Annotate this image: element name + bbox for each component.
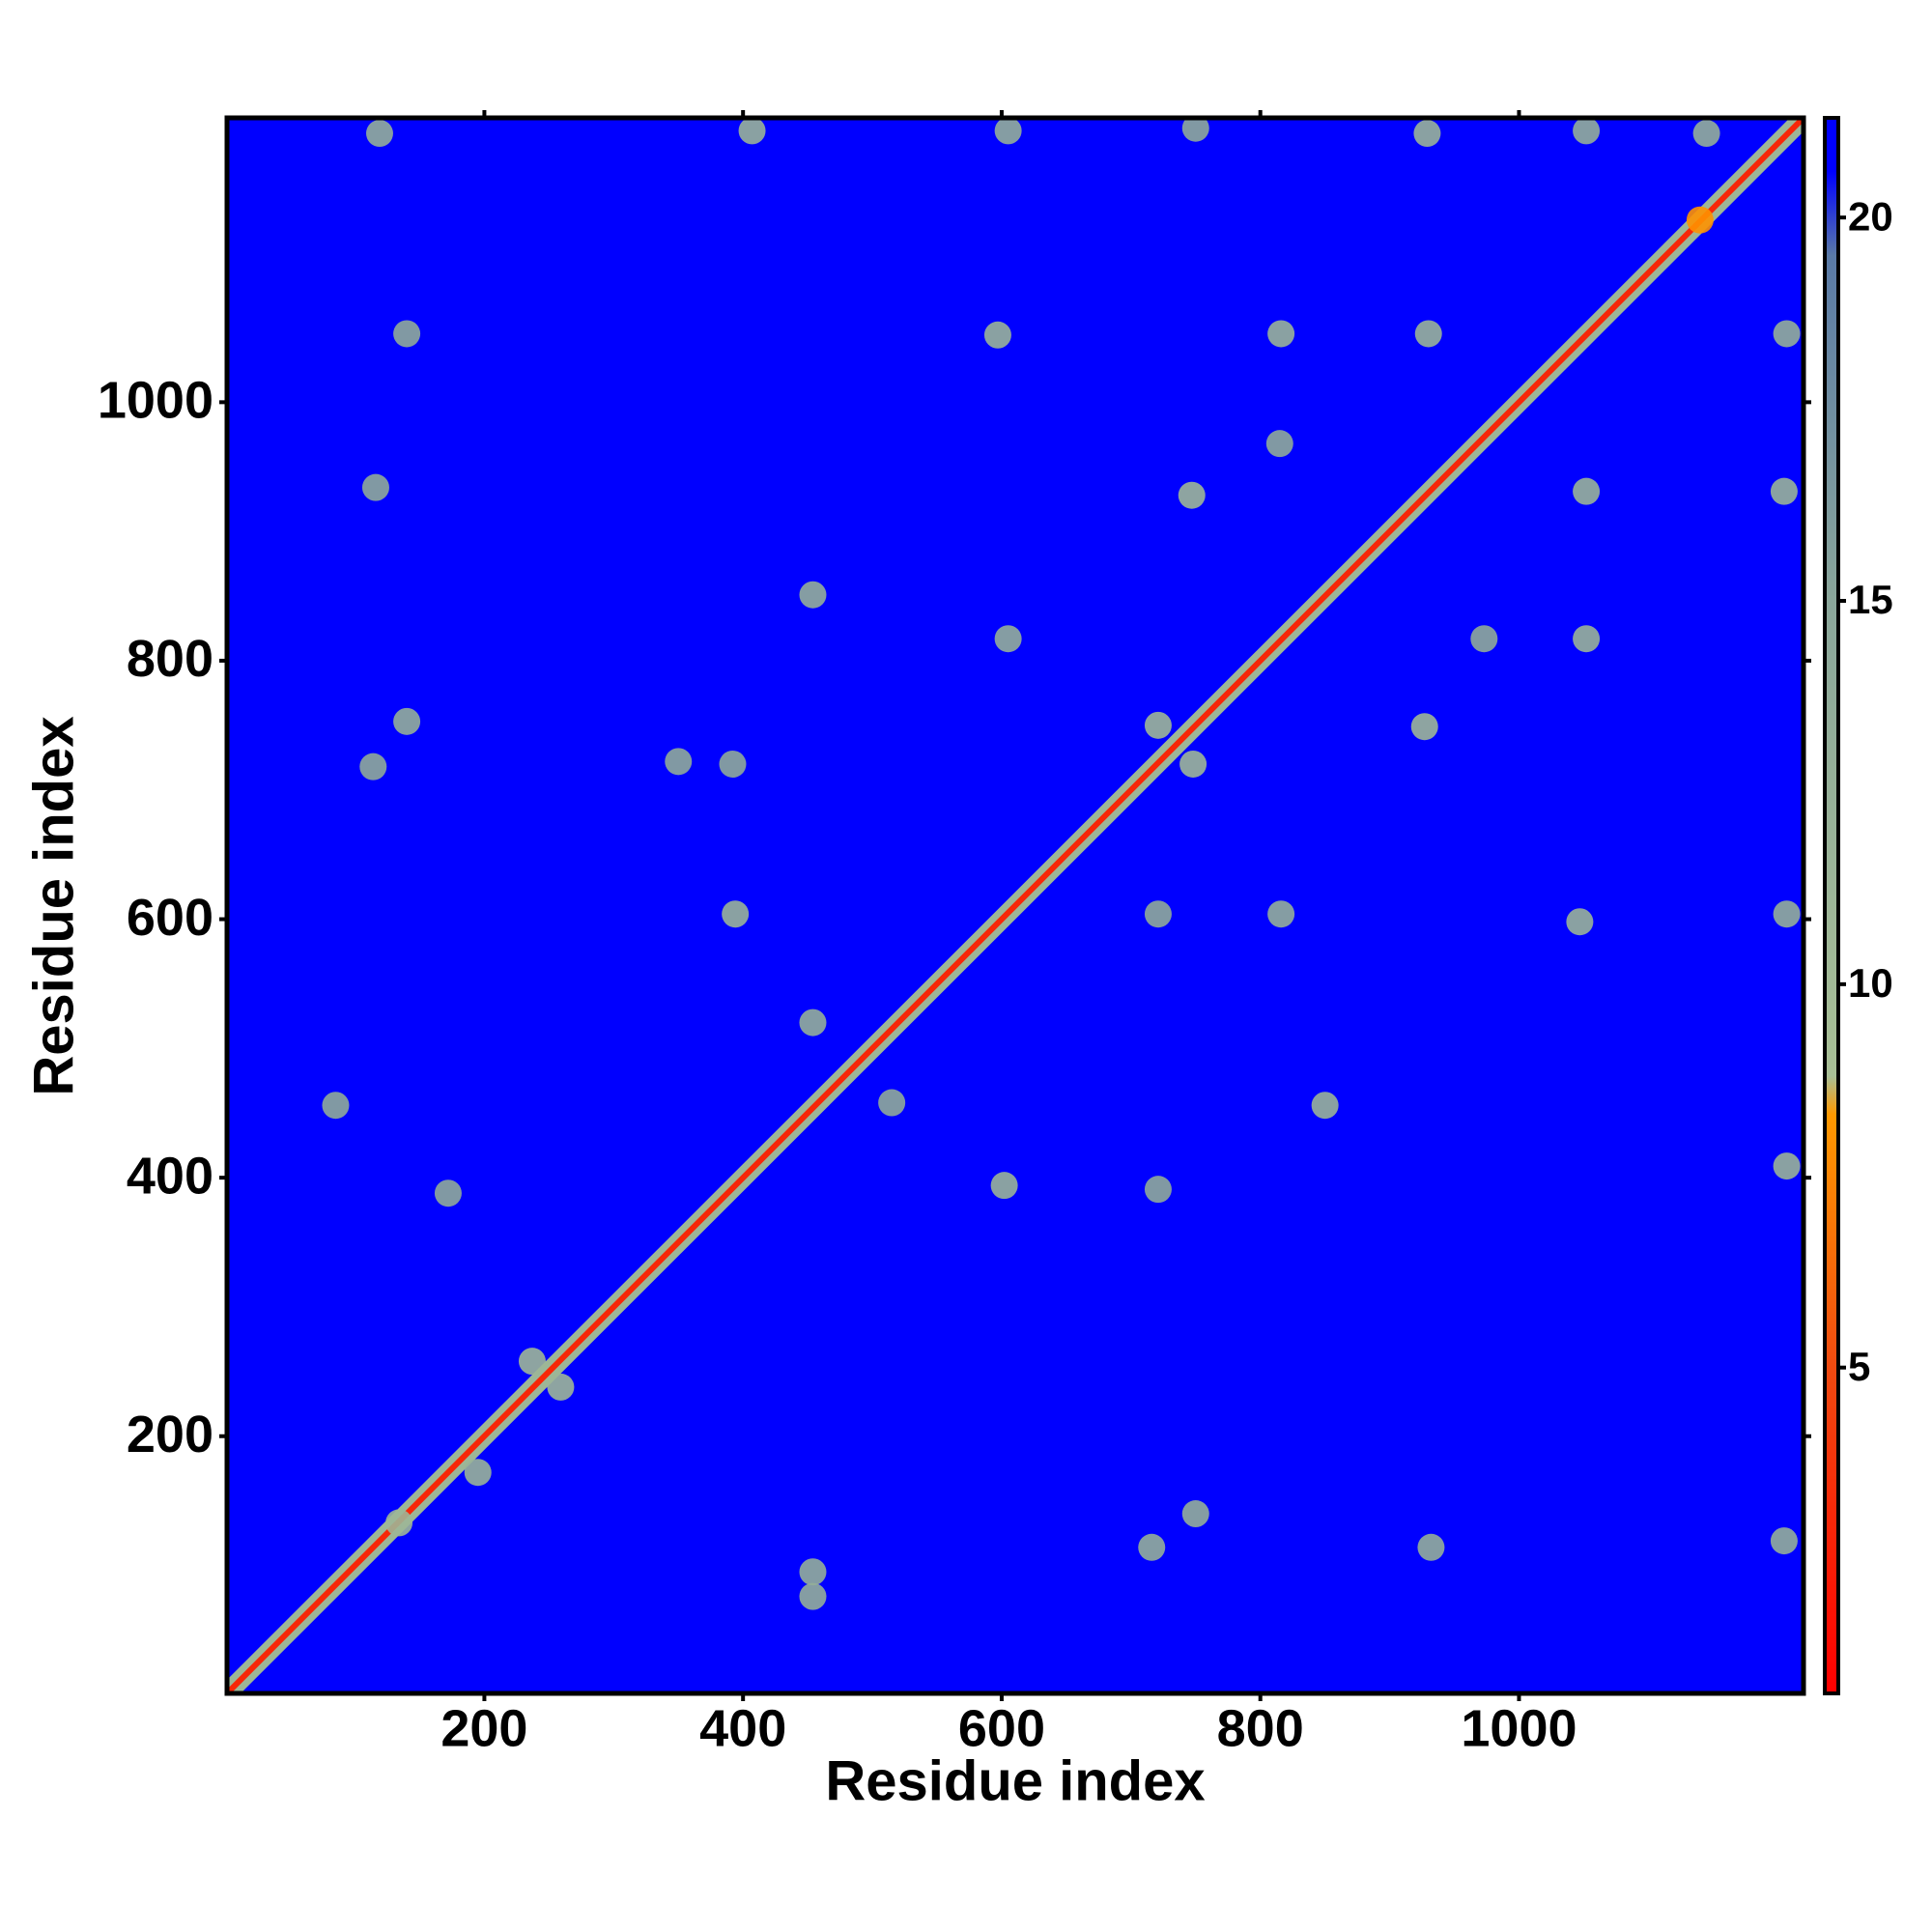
contact-cell [1267,900,1295,928]
contact-cell [393,707,421,735]
contact-cell [1770,477,1798,505]
contact-cell [738,118,766,145]
contact-cell [359,753,387,781]
contact-cell [1573,477,1601,505]
colorbar-tick-label: 15 [1848,577,1893,622]
contact-cell [1686,206,1714,234]
contact-cell [1267,320,1295,348]
contact-cell [1181,118,1209,142]
contact-cell [385,1509,413,1537]
y-tick-label: 600 [127,889,213,947]
contact-cell [547,1373,575,1401]
colorbar-tick-label: 20 [1848,193,1893,239]
contact-cell [719,750,747,778]
contact-cell [1178,481,1206,509]
contact-cell [1138,1533,1166,1561]
contact-cell [1692,120,1720,148]
contact-cell [1179,750,1208,778]
contact-cell [464,1459,492,1487]
contact-cell [393,320,421,348]
contact-cell [799,1582,827,1610]
contact-cell [983,321,1011,349]
y-tick-label: 400 [127,1147,213,1205]
contact-cell [1144,900,1172,928]
contact-cell [365,120,393,148]
colorbar-tick-label: 5 [1848,1344,1870,1389]
contact-cell [994,118,1022,145]
contact-cell [990,1172,1018,1200]
diagonal-core [227,118,1804,1693]
contact-cell [1773,1152,1801,1180]
contact-cell [665,748,693,776]
contact-cell [1417,1533,1445,1561]
contact-cell [1144,711,1172,739]
contact-cell [1770,1527,1798,1555]
contact-cell [994,625,1022,653]
contact-cell [361,473,389,501]
contact-cell [1573,118,1601,145]
x-tick-label: 800 [1217,1699,1304,1757]
x-tick-label: 200 [440,1699,527,1757]
contact-cell [322,1092,350,1120]
contact-cell [1773,320,1801,348]
contact-cell [878,1089,906,1117]
x-tick-label: 400 [699,1699,786,1757]
x-tick-label: 1000 [1461,1699,1577,1757]
contact-cell [1413,120,1441,148]
contact-cell [1181,1500,1209,1528]
contact-cell [1410,713,1438,741]
contact-cell [1311,1092,1339,1120]
contact-cell [518,1348,546,1376]
contact-cell [1470,625,1498,653]
colorbar [1823,116,1840,1695]
contact-cell [799,1558,827,1586]
x-tick-label: 600 [958,1699,1045,1757]
contact-cell [1414,320,1442,348]
plot-frame [224,115,1806,1696]
contact-cell [1265,430,1293,458]
y-tick-label: 800 [127,630,213,688]
contact-cell [799,581,827,609]
x-axis-title: Residue index [825,1749,1205,1812]
contact-cell [434,1179,462,1208]
contact-cell [722,900,750,928]
y-tick-label: 1000 [98,372,213,430]
y-tick-label: 200 [127,1406,213,1463]
heatmap [227,118,1804,1693]
y-axis-title: Residue index [22,716,85,1095]
contact-cell [1773,900,1801,928]
contact-cell [1566,908,1594,936]
contact-cell [799,1009,827,1037]
contact-cell [1573,625,1601,653]
contact-cell [1144,1176,1172,1204]
colorbar-tick-label: 10 [1848,960,1893,1006]
